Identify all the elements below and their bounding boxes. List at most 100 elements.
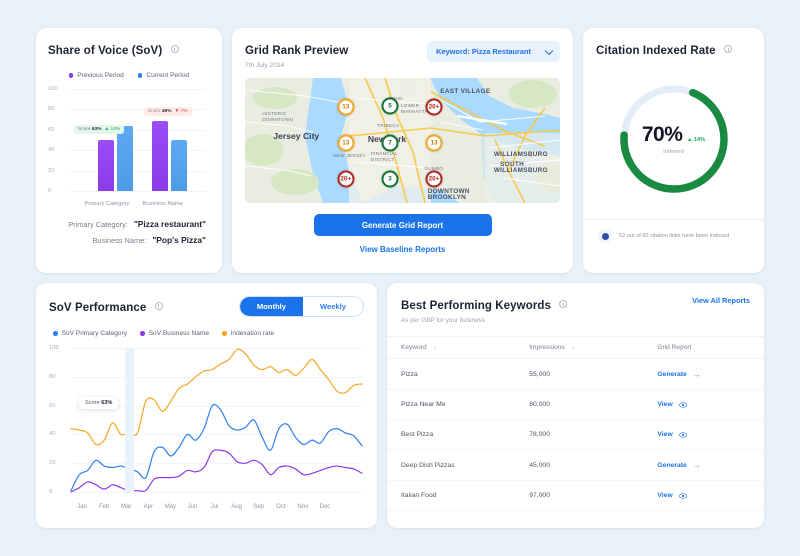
generate-report-button[interactable]: Generate → [657, 461, 700, 470]
cell-impressions: 97,000 [515, 480, 644, 511]
y-axis-tick: 40 [49, 431, 56, 438]
rank-pin[interactable]: 13 [337, 98, 355, 116]
info-icon[interactable] [154, 301, 163, 310]
keywords-header: Best Performing Keywords As per GBP for … [387, 296, 764, 324]
x-axis-label: Feb [98, 504, 110, 510]
line-series [71, 450, 362, 492]
x-axis-label: May [164, 504, 177, 510]
bar-group [152, 120, 188, 191]
period-toggle[interactable]: Monthly Weekly [238, 296, 364, 317]
field-label: Primary Category: [68, 220, 128, 229]
info-icon[interactable] [724, 45, 733, 53]
field-label: Business Name: [92, 236, 147, 245]
legend-swatch-purple [68, 73, 74, 78]
keywords-table: Keyword ↓ Impressions ↓ Grid Report Pizz… [387, 336, 764, 511]
x-axis-label: Jan [77, 504, 87, 510]
column-label: Keyword [401, 344, 427, 351]
bar-previous[interactable] [152, 120, 169, 191]
y-axis-tick: 0 [48, 188, 52, 194]
link-badge-icon [598, 229, 612, 243]
view-report-button[interactable]: View [657, 492, 687, 500]
citation-footer: 52 out of 60 citation links have been in… [596, 220, 751, 252]
cell-keyword: Pizza Near Me [387, 389, 516, 420]
rank-pin[interactable]: 13 [425, 134, 443, 152]
rank-map[interactable]: HISTORIC DOWNTOWN Jersey City NEW JERSEY SOH… [245, 78, 560, 203]
bar-chart-plot [70, 89, 206, 191]
bar-current[interactable] [116, 125, 133, 191]
rank-pin[interactable]: 7 [381, 134, 399, 152]
tooltip-value: 63% [101, 399, 113, 406]
rank-pin[interactable]: 5 [381, 97, 399, 114]
citation-title-row: Citation Indexed Rate [596, 41, 751, 59]
page-title: Grid Rank Preview [245, 45, 349, 57]
toggle-option-monthly[interactable]: Monthly [239, 297, 303, 316]
toggle-option-weekly[interactable]: Weekly [319, 302, 346, 311]
cell-grid-report: View [643, 389, 764, 420]
line-chart-plot [71, 348, 362, 492]
tooltip-label: Score [85, 399, 100, 406]
view-report-button[interactable]: View [657, 431, 687, 439]
gridline [70, 191, 206, 192]
rank-pin[interactable]: 20+ [425, 170, 443, 188]
legend-item: SoV Business Name [140, 330, 209, 337]
page-title: Share of Voice (SoV) [48, 45, 163, 57]
badge-delta: ▼ 7% [174, 109, 188, 114]
generate-grid-report-button[interactable]: Generate Grid Report [313, 214, 492, 236]
table-row: Best Pizza 78,000 View [387, 419, 764, 450]
cell-grid-report: Generate → [643, 358, 764, 390]
action-label: View [657, 492, 673, 499]
table-row: Pizza 55,000 Generate → [387, 358, 764, 390]
legend-label: Indexation rate [230, 330, 275, 337]
line-series-svg [71, 348, 362, 492]
map-label: WILLIAMSBURG [493, 150, 548, 158]
view-all-reports-link[interactable]: View All Reports [692, 296, 750, 305]
x-axis-label: Jun [187, 504, 198, 510]
map-label: EAST VILLAGE [440, 88, 491, 95]
rank-pin[interactable]: 3 [381, 170, 399, 188]
gridline [70, 89, 206, 90]
x-axis-label: Aug [231, 504, 242, 510]
gridline [70, 129, 206, 131]
best-performing-keywords-card: Best Performing Keywords As per GBP for … [387, 283, 764, 528]
arrow-right-icon: → [692, 460, 701, 470]
bar-current[interactable] [171, 140, 188, 191]
page-title: SoV Performance [49, 301, 147, 314]
column-header-impressions[interactable]: Impressions ↓ [515, 336, 644, 359]
eye-icon [678, 492, 687, 499]
generate-report-button[interactable]: Generate → [657, 370, 700, 379]
rank-pin[interactable]: 20+ [425, 98, 443, 116]
eye-icon [678, 431, 687, 438]
donut-value-row: 70% ▲ 14% [642, 123, 705, 147]
legend-label: SoV Primary Category [61, 330, 128, 337]
y-axis-tick: 80 [48, 106, 55, 113]
badge-label: Score 49% [148, 109, 172, 114]
map-label: SOUTH [500, 160, 525, 168]
view-report-button[interactable]: View [657, 401, 687, 409]
map-label: WILLIAMSBURG [493, 166, 548, 174]
bar-previous[interactable] [97, 140, 114, 191]
keywords-subtitle: As per GBP for your business [401, 317, 486, 324]
cell-keyword: Best Pizza [387, 419, 516, 450]
view-baseline-reports-link[interactable]: View Baseline Reports [359, 245, 446, 254]
sort-down-icon[interactable]: ↓ [571, 344, 575, 351]
info-icon[interactable] [170, 45, 179, 53]
donut-center-labels: 70% ▲ 14% Indexed [615, 80, 733, 198]
sort-down-icon[interactable]: ↓ [433, 344, 437, 351]
keyword-select[interactable]: Keyword: Pizza Restaurant [427, 41, 560, 62]
sov-title-row: Share of Voice (SoV) [48, 41, 210, 59]
arrow-right-icon: → [692, 369, 701, 379]
map-label: DISTRICT [371, 156, 395, 162]
x-axis-label: Mar [121, 504, 132, 510]
gridline [70, 170, 206, 172]
rank-pin[interactable]: 20+ [337, 170, 355, 188]
x-axis-label: Jul [210, 504, 219, 510]
legend-item-previous-period: Previous Period [68, 72, 124, 79]
column-header-keyword[interactable]: Keyword ↓ [387, 336, 516, 359]
citation-sublabel: Indexed [663, 149, 684, 155]
rank-pin[interactable]: 13 [337, 134, 355, 152]
info-icon[interactable] [559, 300, 568, 308]
bar-group [97, 125, 133, 191]
map-label: LOWER [400, 103, 420, 108]
cell-impressions: 78,000 [515, 419, 644, 450]
